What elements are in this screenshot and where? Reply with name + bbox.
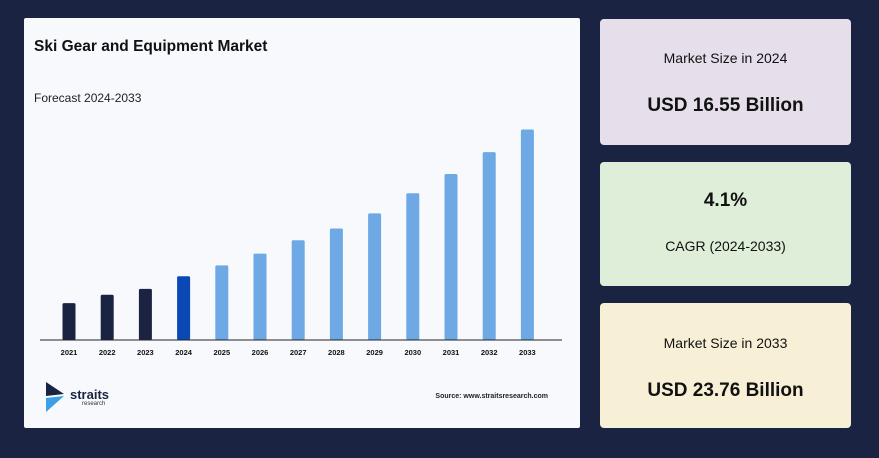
bar-2032 bbox=[482, 152, 496, 340]
x-tick-label: 2021 bbox=[61, 348, 78, 357]
logo-subtext: research bbox=[82, 401, 106, 407]
chart-panel: Ski Gear and Equipment Market Forecast 2… bbox=[24, 18, 580, 428]
x-tick-label: 2022 bbox=[99, 348, 116, 357]
card-label: Market Size in 2033 bbox=[663, 335, 788, 351]
logo-name: straits bbox=[70, 387, 110, 402]
card-value: 4.1% bbox=[703, 190, 748, 211]
bar-2033 bbox=[520, 129, 534, 340]
bar-2031 bbox=[444, 173, 458, 340]
x-tick-label: 2026 bbox=[252, 348, 269, 357]
x-tick-label: 2023 bbox=[137, 348, 154, 357]
bar-chart: 2021 2022 2023 2024 2025 2026 2027 2028 2029 2030… bbox=[40, 129, 562, 357]
card-label: Market Size in 2024 bbox=[663, 50, 788, 66]
source-text: Source: www.straitsresearch.com bbox=[435, 393, 548, 400]
chart-subtitle: Forecast 2024-2033 bbox=[34, 91, 142, 105]
bar-2028 bbox=[329, 228, 343, 340]
bar-2024 bbox=[177, 276, 191, 340]
market-size-2024-card: Market Size in 2024 USD 16.55 Billion bbox=[600, 19, 851, 145]
bar-2025 bbox=[215, 265, 229, 340]
x-tick-label: 2027 bbox=[290, 348, 307, 357]
x-tick-label: 2024 bbox=[175, 348, 193, 357]
x-tick-label: 2032 bbox=[481, 348, 498, 357]
bar-2022 bbox=[100, 294, 114, 340]
bar-2027 bbox=[291, 240, 305, 340]
card-value: USD 23.76 Billion bbox=[647, 380, 804, 401]
bar-2023 bbox=[138, 288, 152, 340]
x-tick-label: 2033 bbox=[519, 348, 536, 357]
x-tick-label: 2029 bbox=[366, 348, 383, 357]
bar-2021 bbox=[62, 303, 76, 340]
bar-2030 bbox=[406, 193, 420, 340]
cagr-card: 4.1% CAGR (2024-2033) bbox=[600, 162, 851, 286]
chart-title: Ski Gear and Equipment Market bbox=[34, 38, 268, 55]
market-size-2033-card: Market Size in 2033 USD 23.76 Billion bbox=[600, 303, 851, 428]
card-label: CAGR (2024-2033) bbox=[665, 238, 786, 254]
x-tick-label: 2031 bbox=[443, 348, 460, 357]
straits-logo-icon bbox=[46, 382, 64, 412]
x-tick-label: 2028 bbox=[328, 348, 345, 357]
x-tick-label: 2030 bbox=[404, 348, 421, 357]
card-value: USD 16.55 Billion bbox=[647, 95, 804, 116]
bar-2026 bbox=[253, 253, 267, 340]
x-tick-label: 2025 bbox=[213, 348, 230, 357]
bar-2029 bbox=[368, 213, 382, 340]
